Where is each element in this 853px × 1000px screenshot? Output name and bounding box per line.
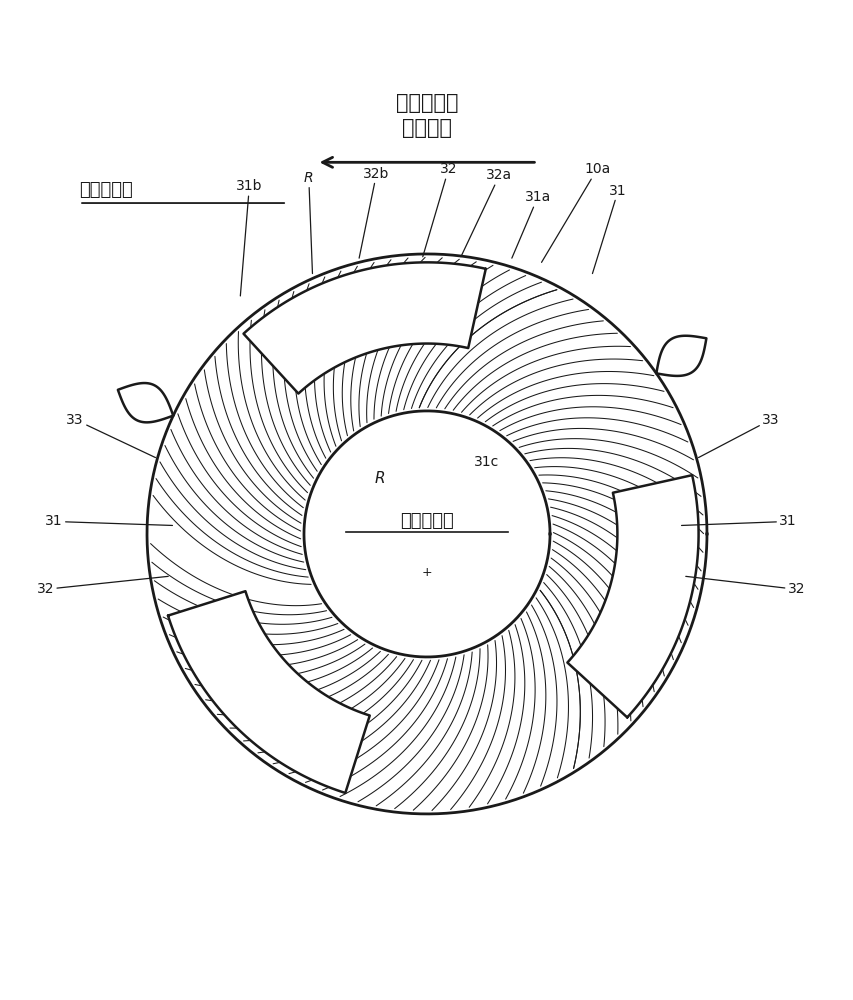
- Text: 32b: 32b: [359, 167, 389, 258]
- Text: 31: 31: [592, 184, 626, 274]
- Polygon shape: [168, 591, 369, 793]
- Text: 33: 33: [67, 413, 155, 458]
- Polygon shape: [566, 475, 698, 717]
- Text: 32: 32: [422, 162, 456, 257]
- Text: 旋转方向: 旋转方向: [402, 118, 451, 138]
- Text: 32: 32: [37, 576, 168, 596]
- Text: 低压流体侧: 低压流体侧: [400, 512, 453, 530]
- Text: 31a: 31a: [511, 190, 550, 258]
- Text: 高压流体侧: 高压流体侧: [79, 181, 133, 199]
- Text: 32a: 32a: [461, 168, 512, 257]
- Text: R: R: [304, 171, 313, 274]
- Text: 31c: 31c: [473, 455, 498, 469]
- Text: 31: 31: [45, 514, 172, 528]
- Polygon shape: [243, 262, 485, 394]
- Circle shape: [147, 254, 706, 814]
- Polygon shape: [656, 336, 705, 376]
- Text: 33: 33: [698, 413, 779, 458]
- Circle shape: [304, 411, 549, 657]
- Polygon shape: [118, 383, 173, 422]
- Text: 31: 31: [681, 514, 796, 528]
- Text: 对象滑动面: 对象滑动面: [395, 93, 458, 113]
- Text: 32: 32: [685, 576, 804, 596]
- Text: +: +: [421, 566, 432, 579]
- Text: 10a: 10a: [541, 162, 610, 262]
- Text: 31b: 31b: [235, 179, 262, 296]
- Text: R: R: [374, 471, 386, 486]
